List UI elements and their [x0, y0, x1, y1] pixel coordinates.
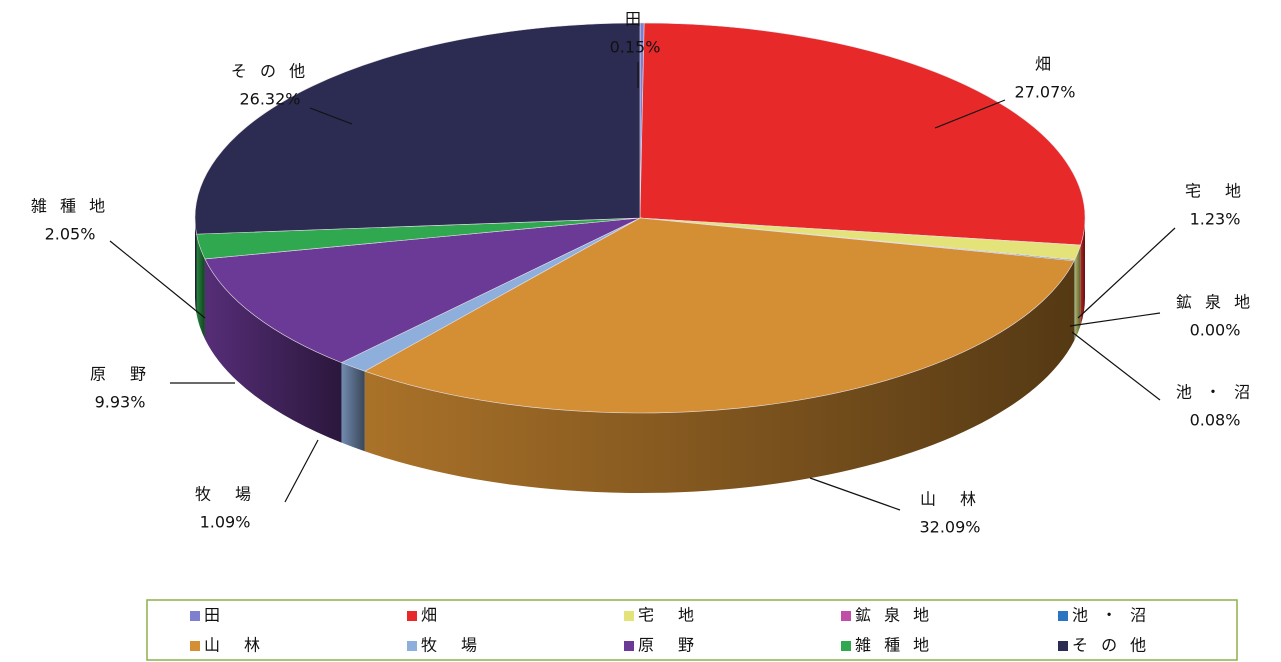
slice-value-label: 0.08% [1190, 411, 1241, 430]
leader-line [1077, 227, 1176, 319]
leader-line [109, 240, 206, 319]
legend-swatch [190, 641, 200, 651]
slice [204, 217, 641, 363]
legend-swatch [624, 641, 634, 651]
legend-label: 宅 地 [638, 606, 698, 625]
legend-box [146, 599, 1238, 661]
legend-label: 原 野 [638, 636, 698, 655]
slice [639, 22, 1086, 246]
legend-swatch [190, 611, 200, 621]
slice-label: 牧 場 [195, 485, 255, 504]
slice-label: 雑 種 地 [31, 197, 109, 216]
slice-value-label: 0.00% [1190, 321, 1241, 340]
legend-label: 牧 場 [421, 636, 481, 655]
legend-label: 池 ・ 沼 [1072, 606, 1150, 625]
leader-line [284, 439, 319, 503]
legend-swatch [407, 641, 417, 651]
slice-value-label: 32.09% [919, 518, 980, 537]
slice-value-label: 1.09% [200, 513, 251, 532]
legend-label: 山 林 [204, 636, 264, 655]
slice-value-label: 1.23% [1190, 210, 1241, 229]
slice-value-label: 0.15% [610, 38, 661, 57]
leader-line [1071, 331, 1161, 401]
slice-label: 畑 [1035, 55, 1055, 74]
leader-line [1069, 312, 1161, 327]
legend-label: 畑 [421, 606, 441, 625]
leader-line [309, 107, 353, 125]
slice-value-label: 27.07% [1014, 83, 1075, 102]
slice-label: 原 野 [90, 365, 150, 384]
legend-swatch [1058, 611, 1068, 621]
slice-side [364, 260, 1075, 494]
slice-side [204, 258, 342, 443]
legend-label: 雑 種 地 [855, 636, 933, 655]
slice-label: 鉱 泉 地 [1176, 293, 1254, 312]
legend-swatch [841, 611, 851, 621]
slice-side [195, 218, 197, 315]
slice-label: 山 林 [920, 490, 980, 509]
slice-side [1080, 218, 1085, 326]
slice-label: そ の 他 [231, 62, 309, 81]
slice [364, 217, 1075, 414]
slice-value-label: 26.32% [239, 90, 300, 109]
slice-side [341, 362, 365, 452]
slice-label: 宅 地 [1185, 182, 1245, 201]
legend-label: 鉱 泉 地 [855, 606, 933, 625]
legend-label: そ の 他 [1072, 636, 1150, 655]
slice-value-label: 2.05% [45, 225, 96, 244]
slice-label: 田 [625, 10, 645, 29]
leader-line [809, 477, 901, 511]
legend-swatch [841, 641, 851, 651]
legend-label: 田 [204, 606, 224, 625]
leader-line [934, 99, 1006, 129]
legend-swatch [407, 611, 417, 621]
slice-value-label: 9.93% [95, 393, 146, 412]
legend-swatch [1058, 641, 1068, 651]
slice-label: 池 ・ 沼 [1176, 383, 1254, 402]
slice [194, 22, 641, 235]
legend-swatch [624, 611, 634, 621]
